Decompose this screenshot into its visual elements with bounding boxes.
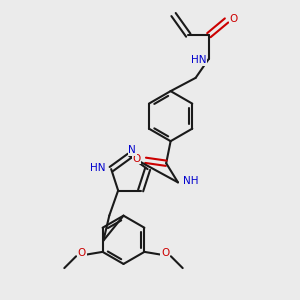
Text: HN: HN <box>191 55 206 65</box>
Text: O: O <box>161 248 169 258</box>
Text: O: O <box>230 14 238 24</box>
Text: NH: NH <box>184 176 199 186</box>
Text: O: O <box>78 248 86 258</box>
Text: O: O <box>133 154 141 164</box>
Text: HN: HN <box>90 163 106 172</box>
Text: N: N <box>128 145 136 155</box>
